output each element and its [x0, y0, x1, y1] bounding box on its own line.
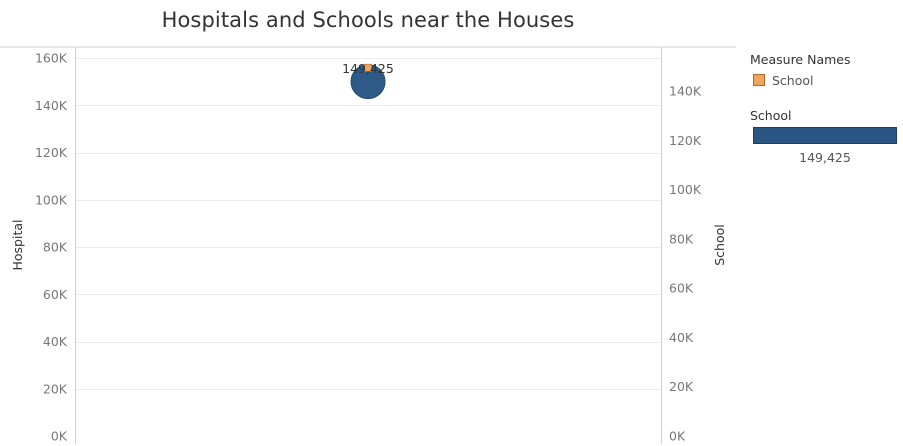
y2-tick-label: 20K: [669, 379, 694, 394]
school-square-mark: [364, 63, 372, 72]
y2-axis-title: School: [712, 224, 727, 266]
y2-tick-label: 80K: [669, 231, 694, 246]
y2-tick-label: 120K: [669, 133, 702, 148]
color-legend-title: Measure Names: [750, 52, 851, 67]
y-tick-label: 60K: [43, 287, 68, 302]
scatter-chart: 0K 20K 40K 60K 80K 100K 120K 140K 160K 0K 20K 40K 60…: [0, 46, 736, 444]
y-tick-label: 80K: [43, 240, 68, 255]
y-tick-label: 0K: [51, 429, 68, 444]
y-tick-label: 40K: [43, 334, 68, 349]
size-legend-value: 149,425: [799, 150, 851, 165]
y-tick-label: 160K: [35, 51, 68, 66]
y2-tick-label: 40K: [669, 330, 694, 345]
y2-tick-label: 100K: [669, 182, 702, 197]
color-legend-label: School: [772, 72, 814, 88]
y-tick-label: 100K: [35, 192, 68, 207]
y2-tick-label: 60K: [669, 281, 694, 296]
school-data-label: 149,425: [342, 61, 394, 76]
size-legend-title: School: [750, 108, 792, 123]
color-legend-item-school[interactable]: School: [753, 72, 814, 88]
chart-title: Hospitals and Schools near the Houses: [161, 8, 575, 32]
y2-tick-label: 0K: [669, 429, 686, 444]
y-tick-label: 120K: [35, 145, 68, 160]
y-tick-label: 20K: [43, 381, 68, 396]
y2-tick-label: 140K: [669, 84, 702, 99]
size-legend-bar: [753, 127, 897, 144]
y-tick-label: 140K: [35, 98, 68, 113]
y-axis-title: Hospital: [10, 219, 25, 270]
color-legend-swatch: [753, 74, 765, 86]
